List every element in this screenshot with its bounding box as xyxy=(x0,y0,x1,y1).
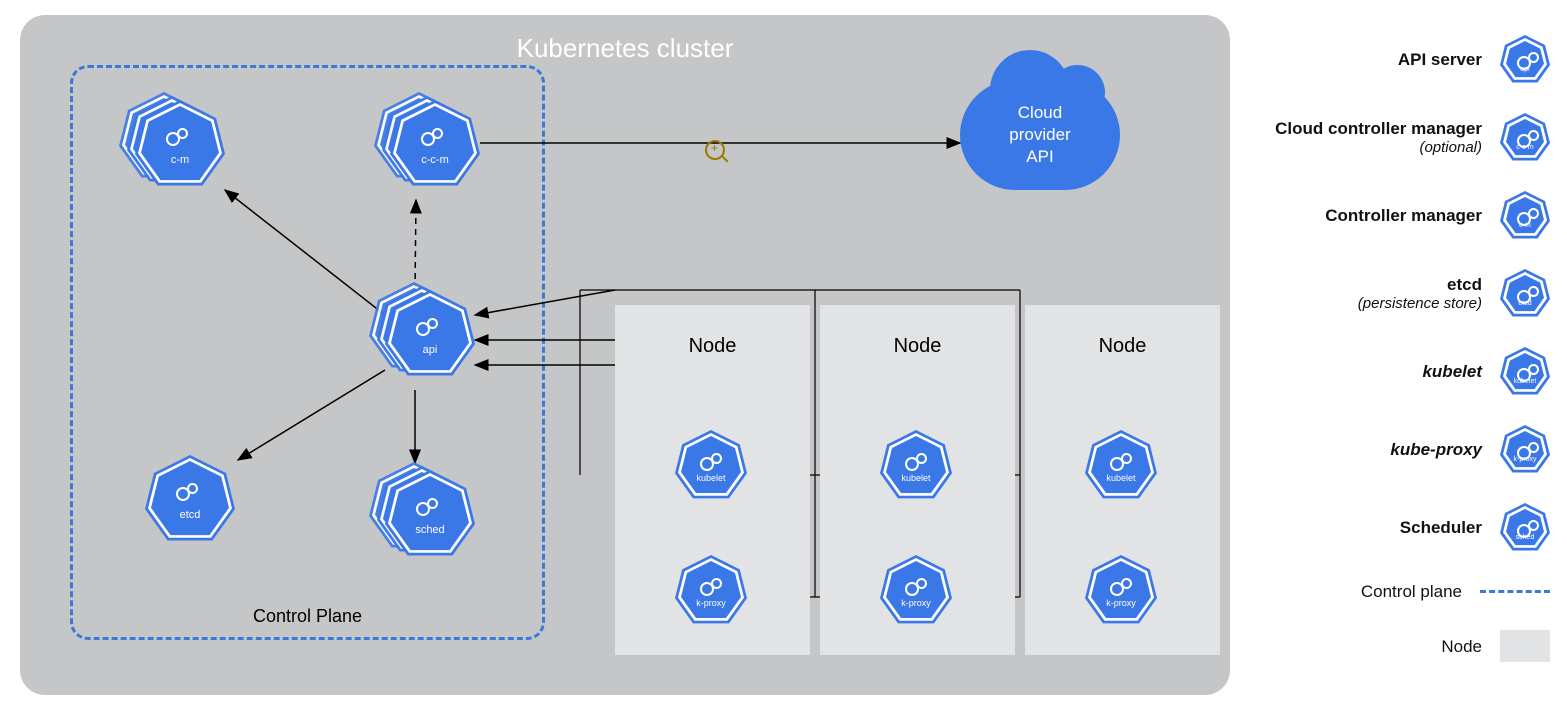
dashed-line-icon xyxy=(1480,590,1550,593)
gear-icon xyxy=(1517,50,1533,66)
magnify-cursor-icon xyxy=(705,140,725,160)
heptagon-icon: etcd xyxy=(1500,269,1550,319)
control-plane-label: Control Plane xyxy=(253,606,362,627)
node-title: Node xyxy=(1025,305,1220,358)
heptagon-icon: api xyxy=(1500,35,1550,85)
heptagon-icon: c-c-m xyxy=(390,100,480,190)
legend-hept-icon: etcd xyxy=(1500,269,1550,319)
node-swatch-icon xyxy=(1500,630,1550,662)
heptagon-icon: sched xyxy=(385,470,475,560)
legend: API server api Cloud controller manager(… xyxy=(1260,35,1550,690)
legend-item: Controller manager c-m xyxy=(1260,191,1550,241)
node-box-0: Node kubelet k-proxy xyxy=(615,305,810,655)
node-title: Node xyxy=(820,305,1015,358)
gear-icon xyxy=(176,481,204,509)
legend-item: etcd(persistence store) etcd xyxy=(1260,269,1550,319)
gear-icon xyxy=(1517,284,1533,300)
gear-icon xyxy=(1517,440,1533,456)
legend-item: API server api xyxy=(1260,35,1550,85)
legend-hept-icon: c-m xyxy=(1500,191,1550,241)
cloud-line3: API xyxy=(1026,146,1053,168)
gear-icon xyxy=(905,576,927,598)
heptagon-icon: k-proxy xyxy=(1085,555,1157,627)
heptagon-icon: c-m xyxy=(1500,191,1550,241)
heptagon-icon: etcd xyxy=(145,455,235,545)
heptagon-icon: k-proxy xyxy=(675,555,747,627)
node-title: Node xyxy=(615,305,810,358)
gear-icon xyxy=(1517,128,1533,144)
heptagon-icon: kubelet xyxy=(1085,430,1157,502)
heptagon-icon: k-proxy xyxy=(880,555,952,627)
legend-hept-icon: k-proxy xyxy=(1500,425,1550,475)
legend-hept-icon: kubelet xyxy=(1500,347,1550,397)
heptagon-icon: kubelet xyxy=(880,430,952,502)
gear-icon xyxy=(416,496,444,524)
node-box-1: Node kubelet k-proxy xyxy=(820,305,1015,655)
gear-icon xyxy=(1517,362,1533,378)
heptagon-icon: kubelet xyxy=(675,430,747,502)
gear-icon xyxy=(1517,206,1533,222)
legend-hept-icon: sched xyxy=(1500,503,1550,553)
legend-node: Node xyxy=(1260,630,1550,662)
cluster-title: Kubernetes cluster xyxy=(517,33,734,64)
heptagon-icon: sched xyxy=(1500,503,1550,553)
node-box-2: Node kubelet k-proxy xyxy=(1025,305,1220,655)
heptagon-icon: c-m xyxy=(135,100,225,190)
gear-icon xyxy=(416,316,444,344)
cloud-provider-api: Cloud provider API xyxy=(960,80,1120,190)
legend-item: Cloud controller manager(optional) c-c-m xyxy=(1260,113,1550,163)
legend-hept-icon: api xyxy=(1500,35,1550,85)
cloud-line2: provider xyxy=(1009,124,1070,146)
heptagon-icon: c-c-m xyxy=(1500,113,1550,163)
legend-item: kubelet kubelet xyxy=(1260,347,1550,397)
gear-icon xyxy=(1517,518,1533,534)
legend-control-plane: Control plane xyxy=(1260,581,1550,602)
cloud-line1: Cloud xyxy=(1018,102,1062,124)
gear-icon xyxy=(700,576,722,598)
gear-icon xyxy=(1110,451,1132,473)
gear-icon xyxy=(166,126,194,154)
heptagon-icon: k-proxy xyxy=(1500,425,1550,475)
gear-icon xyxy=(1110,576,1132,598)
heptagon-icon: kubelet xyxy=(1500,347,1550,397)
gear-icon xyxy=(421,126,449,154)
heptagon-icon: api xyxy=(385,290,475,380)
legend-item: Scheduler sched xyxy=(1260,503,1550,553)
cluster-container: Kubernetes cluster Control Plane Cloud p… xyxy=(20,15,1230,695)
gear-icon xyxy=(700,451,722,473)
legend-hept-icon: c-c-m xyxy=(1500,113,1550,163)
gear-icon xyxy=(905,451,927,473)
legend-item: kube-proxy k-proxy xyxy=(1260,425,1550,475)
